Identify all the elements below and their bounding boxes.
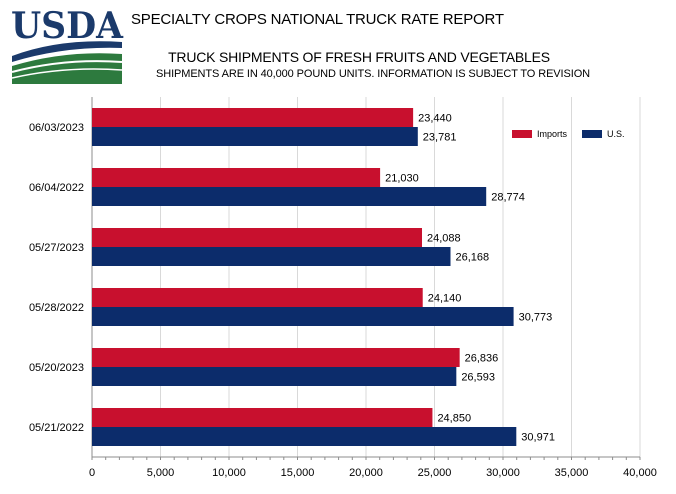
y-category-label: 05/21/2022 bbox=[29, 422, 84, 434]
us-data-label: 26,593 bbox=[461, 372, 495, 384]
y-category-label: 05/20/2023 bbox=[29, 362, 84, 374]
imports-data-label: 24,088 bbox=[427, 233, 461, 245]
us-bar bbox=[92, 127, 418, 146]
chart-subtitle: SHIPMENTS ARE IN 40,000 POUND UNITS. INF… bbox=[155, 68, 590, 80]
chart-title: TRUCK SHIPMENTS OF FRESH FRUITS AND VEGE… bbox=[168, 49, 550, 65]
x-tick-label: 35,000 bbox=[555, 467, 589, 479]
us-bar bbox=[92, 187, 487, 206]
us-bar bbox=[92, 307, 514, 326]
imports-bar bbox=[92, 228, 423, 247]
x-tick-label: 40,000 bbox=[623, 467, 657, 479]
y-category-label: 05/27/2023 bbox=[29, 242, 84, 254]
imports-data-label: 21,030 bbox=[385, 173, 419, 185]
x-tick-label: 25,000 bbox=[418, 467, 452, 479]
x-tick-label: 15,000 bbox=[281, 467, 315, 479]
y-category-label: 06/03/2023 bbox=[29, 122, 84, 134]
us-data-label: 30,773 bbox=[519, 312, 553, 324]
y-category-label: 05/28/2022 bbox=[29, 302, 84, 314]
legend-label: Imports bbox=[537, 129, 568, 139]
us-data-label: 26,168 bbox=[456, 252, 490, 264]
x-tick-label: 5,000 bbox=[147, 467, 175, 479]
legend-swatch bbox=[582, 130, 602, 138]
imports-bar bbox=[92, 288, 423, 307]
x-tick-label: 20,000 bbox=[349, 467, 383, 479]
us-bar bbox=[92, 427, 517, 446]
usda-logo-field-blue bbox=[12, 41, 122, 62]
us-data-label: 28,774 bbox=[491, 192, 525, 204]
imports-data-label: 24,140 bbox=[428, 293, 462, 305]
imports-data-label: 24,850 bbox=[437, 413, 471, 425]
usda-logo-text: USDA bbox=[11, 6, 124, 47]
legend-swatch bbox=[512, 130, 532, 138]
imports-data-label: 23,440 bbox=[418, 113, 452, 125]
imports-bar bbox=[92, 348, 460, 367]
x-tick-label: 10,000 bbox=[212, 467, 246, 479]
x-tick-label: 30,000 bbox=[486, 467, 520, 479]
usda-logo-furrow bbox=[11, 60, 123, 73]
imports-bar bbox=[92, 168, 381, 187]
us-data-label: 30,971 bbox=[521, 432, 555, 444]
imports-data-label: 26,836 bbox=[465, 353, 499, 365]
legend-label: U.S. bbox=[607, 129, 625, 139]
usda-logo-furrow bbox=[11, 68, 123, 79]
us-bar bbox=[92, 247, 451, 266]
us-data-label: 23,781 bbox=[423, 132, 457, 144]
report-title: SPECIALTY CROPS NATIONAL TRUCK RATE REPO… bbox=[131, 11, 504, 28]
imports-bar bbox=[92, 108, 414, 127]
x-tick-label: 0 bbox=[89, 467, 95, 479]
us-bar bbox=[92, 367, 457, 386]
y-category-label: 06/04/2022 bbox=[29, 182, 84, 194]
usda-logo: USDA bbox=[11, 6, 124, 84]
imports-bar bbox=[92, 408, 433, 427]
